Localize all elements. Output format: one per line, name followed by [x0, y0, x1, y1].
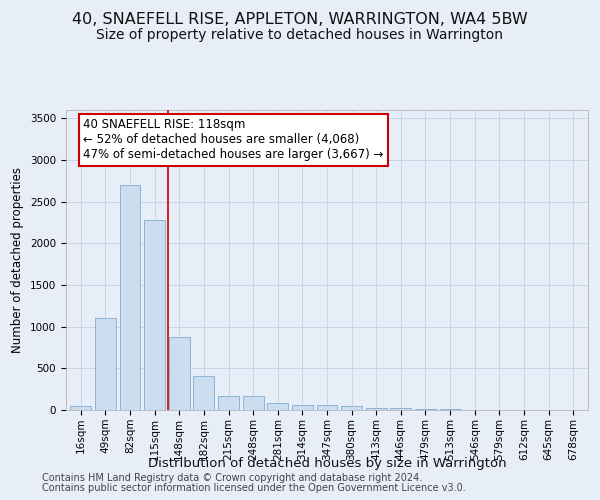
Bar: [70, 406, 91, 410]
Bar: [119, 185, 140, 410]
Bar: [317, 406, 337, 410]
Bar: [267, 402, 288, 410]
Bar: [292, 404, 313, 410]
Text: 40, SNAEFELL RISE, APPLETON, WARRINGTON, WA4 5BW: 40, SNAEFELL RISE, APPLETON, WARRINGTON,…: [72, 12, 528, 28]
Text: Contains HM Land Registry data © Crown copyright and database right 2024.: Contains HM Land Registry data © Crown c…: [42, 473, 422, 483]
Bar: [169, 336, 190, 410]
Bar: [144, 220, 165, 410]
Y-axis label: Number of detached properties: Number of detached properties: [11, 167, 25, 353]
Bar: [242, 396, 263, 410]
Text: Size of property relative to detached houses in Warrington: Size of property relative to detached ho…: [97, 28, 503, 42]
Bar: [193, 376, 214, 410]
Bar: [415, 409, 436, 410]
Text: Contains public sector information licensed under the Open Government Licence v3: Contains public sector information licen…: [42, 483, 466, 493]
Text: Distribution of detached houses by size in Warrington: Distribution of detached houses by size …: [148, 458, 506, 470]
Bar: [95, 318, 116, 410]
Bar: [391, 408, 412, 410]
Bar: [341, 406, 362, 410]
Text: 40 SNAEFELL RISE: 118sqm
← 52% of detached houses are smaller (4,068)
47% of sem: 40 SNAEFELL RISE: 118sqm ← 52% of detach…: [83, 118, 383, 162]
Bar: [218, 396, 239, 410]
Bar: [366, 408, 387, 410]
